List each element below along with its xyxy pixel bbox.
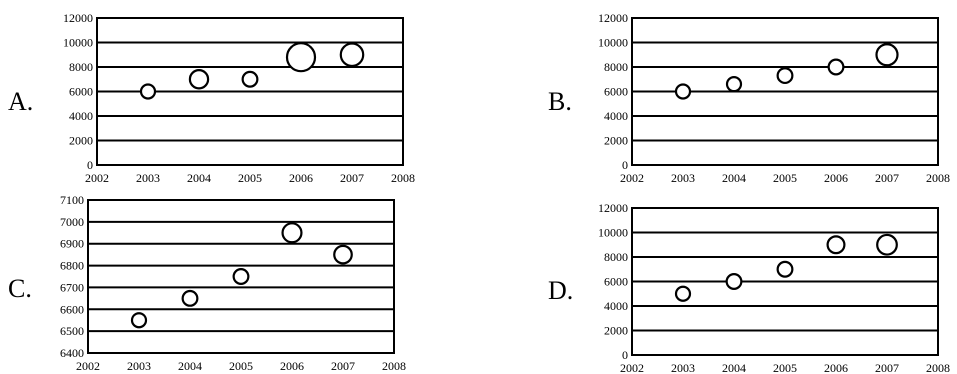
y-tick-label: 2000	[604, 134, 628, 148]
x-tick-label: 2008	[926, 361, 950, 374]
x-tick-label: 2008	[382, 359, 406, 373]
data-point	[674, 83, 692, 100]
x-tick-label: 2005	[229, 359, 253, 373]
data-point	[725, 273, 743, 290]
x-tick-label: 2004	[187, 171, 211, 185]
x-tick-label: 2005	[238, 171, 262, 185]
y-tick-label: 6400	[60, 346, 84, 360]
y-tick-label: 4000	[69, 109, 93, 123]
x-tick-label: 2008	[391, 171, 415, 185]
x-tick-label: 2003	[671, 361, 695, 374]
chart-panel-d: D. 0 2000 4000 6000 8000 10000 12000 2002 2003 200…	[548, 201, 950, 374]
x-tick-label: 2005	[773, 361, 797, 374]
data-point	[725, 76, 743, 93]
y-tick-label: 6900	[60, 237, 84, 251]
plot-frame	[87, 199, 395, 354]
x-tick-label: 2007	[875, 361, 899, 374]
data-point	[674, 285, 692, 302]
x-tick-label: 2004	[722, 171, 746, 185]
x-tick-label: 2002	[620, 171, 644, 185]
y-tick-label: 6000	[604, 85, 628, 99]
data-point	[875, 43, 899, 67]
chart-panel-c: C. 6400 6500 6600 6700 6800 6900 7000 7100 2002 20…	[8, 193, 406, 373]
x-tick-label: 2006	[824, 171, 848, 185]
y-tick-label: 10000	[63, 36, 93, 50]
y-tick-label: 8000	[69, 60, 93, 74]
y-tick-label: 2000	[69, 134, 93, 148]
x-tick-label: 2004	[178, 359, 202, 373]
x-tick-label: 2005	[773, 171, 797, 185]
x-tick-label: 2003	[671, 171, 695, 185]
y-tick-label: 6700	[60, 280, 84, 294]
y-tick-label: 6600	[60, 302, 84, 316]
y-tick-label: 7100	[60, 193, 84, 207]
data-point	[827, 58, 845, 76]
y-tick-label: 4000	[604, 109, 628, 123]
plot-frame	[631, 17, 939, 166]
y-tick-label: 4000	[604, 299, 628, 313]
data-point	[241, 70, 259, 88]
data-point	[181, 289, 199, 307]
y-tick-label: 6000	[604, 275, 628, 289]
x-tick-label: 2006	[280, 359, 304, 373]
option-label: B.	[548, 87, 572, 116]
y-tick-label: 12000	[598, 11, 628, 25]
y-tick-label: 0	[622, 348, 628, 362]
data-point	[232, 268, 250, 285]
data-point	[776, 67, 794, 85]
plot-frame	[631, 207, 939, 356]
x-tick-label: 2002	[620, 361, 644, 374]
x-tick-label: 2002	[85, 171, 109, 185]
y-tick-label: 0	[622, 158, 628, 172]
y-tick-label: 8000	[604, 60, 628, 74]
data-point	[281, 222, 303, 244]
y-tick-label: 0	[87, 158, 93, 172]
x-tick-label: 2006	[824, 361, 848, 374]
x-tick-label: 2003	[127, 359, 151, 373]
y-tick-label: 8000	[604, 250, 628, 264]
chart-panel-b: B. 0 2000 4000 6000 8000 10000 12000 2002 2003 200…	[548, 11, 950, 185]
x-tick-label: 2002	[76, 359, 100, 373]
y-tick-label: 10000	[598, 226, 628, 240]
x-tick-label: 2007	[340, 171, 364, 185]
y-tick-label: 7000	[60, 215, 84, 229]
option-label: A.	[8, 87, 33, 116]
data-point	[333, 244, 353, 265]
x-tick-label: 2007	[331, 359, 355, 373]
y-tick-label: 6500	[60, 324, 84, 338]
x-tick-label: 2008	[926, 171, 950, 185]
y-tick-label: 10000	[598, 36, 628, 50]
data-point	[130, 312, 148, 329]
x-tick-label: 2004	[722, 361, 746, 374]
plot-frame	[96, 17, 404, 166]
option-label: C.	[8, 274, 32, 303]
data-point	[139, 83, 157, 100]
data-point	[188, 69, 210, 90]
y-tick-label: 2000	[604, 324, 628, 338]
chart-panel-a: A. 0 2000 4000 6000 8000 10000 12000 2002 2003 200…	[8, 11, 415, 185]
data-point	[339, 42, 365, 68]
x-tick-label: 2007	[875, 171, 899, 185]
data-point	[776, 260, 794, 278]
y-tick-label: 12000	[598, 201, 628, 215]
x-tick-label: 2003	[136, 171, 160, 185]
x-tick-label: 2006	[289, 171, 313, 185]
y-tick-label: 6800	[60, 259, 84, 273]
option-label: D.	[548, 276, 573, 305]
data-point	[876, 233, 898, 256]
y-tick-label: 6000	[69, 85, 93, 99]
data-point	[826, 235, 846, 255]
data-point	[285, 42, 317, 73]
y-tick-label: 12000	[63, 11, 93, 25]
